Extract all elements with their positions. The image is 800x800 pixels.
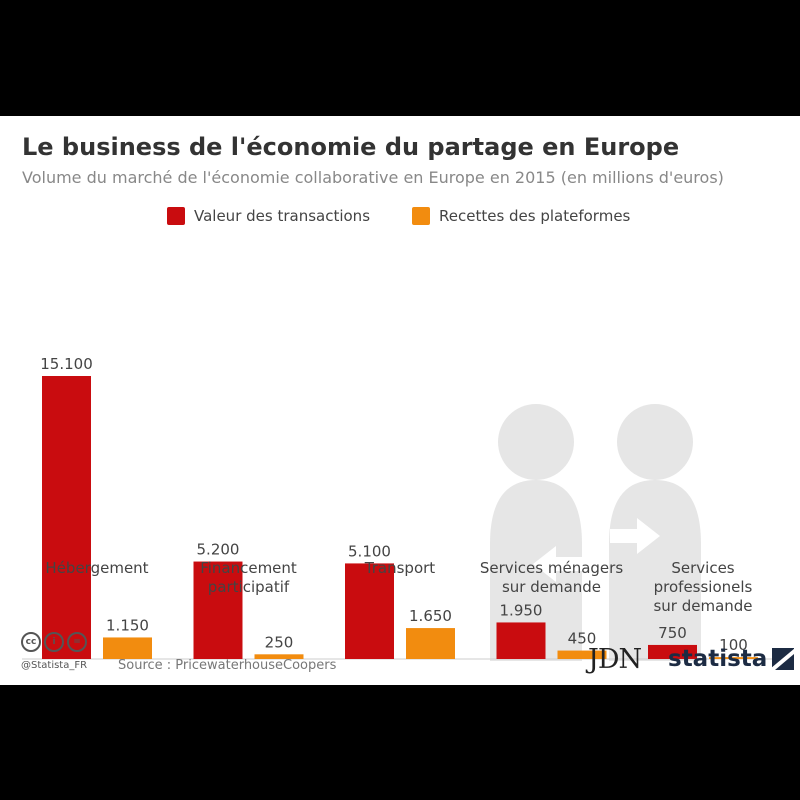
bar-platforms-0	[103, 637, 152, 659]
nd-icon: =	[67, 632, 87, 652]
creative-commons-icons: cc i =	[21, 632, 87, 652]
bar-platforms-2	[406, 628, 455, 659]
chart-title: Le business de l'économie du partage en …	[22, 133, 680, 161]
bar-platforms-1	[254, 654, 304, 659]
legend-label-platforms: Recettes des plateformes	[439, 207, 631, 225]
people-illustration	[490, 404, 701, 661]
data-label-transactions-3: 1.950	[500, 601, 543, 619]
category-label-1: Financement participatif	[200, 559, 297, 596]
twitter-handle: @Statista_FR	[21, 660, 88, 671]
legend-label-transactions: Valeur des transactions	[194, 207, 371, 225]
bar-transactions-3	[496, 622, 546, 659]
data-label-transactions-4: 750	[658, 624, 687, 642]
by-icon: i	[44, 632, 64, 652]
statista-logo-mark	[772, 648, 795, 670]
bar-transactions-1	[193, 561, 243, 659]
bar-transactions-2	[345, 563, 394, 659]
bar-transactions-0	[42, 376, 91, 659]
source-note: Source : PricewaterhouseCoopers	[118, 658, 337, 673]
data-label-transactions-2: 5.100	[348, 542, 391, 560]
arrows-illustration	[533, 518, 660, 582]
bar-platforms-4	[709, 657, 758, 659]
infographic-card: Le business de l'économie du partage en …	[0, 116, 800, 685]
legend-item-transactions: Valeur des transactions	[167, 207, 370, 225]
data-label-transactions-1: 5.200	[197, 541, 240, 559]
statista-logo: statista	[668, 646, 795, 672]
bar-platforms-3	[557, 650, 607, 659]
legend-swatch-transactions	[167, 207, 185, 225]
data-label-platforms-1: 250	[265, 633, 294, 651]
data-label-platforms-4: 100	[719, 636, 748, 654]
category-label-4: Services professionels sur demande	[653, 559, 752, 615]
bar-transactions-4	[648, 644, 697, 659]
jdn-logo: JDN	[588, 644, 642, 675]
statista-logo-text: statista	[668, 646, 768, 672]
legend-item-platforms: Recettes des plateformes	[412, 207, 630, 225]
cc-icon: cc	[21, 632, 41, 652]
data-label-platforms-3: 450	[568, 630, 597, 648]
chart-subtitle: Volume du marché de l'économie collabora…	[22, 168, 724, 187]
category-label-3: Services ménagers sur demande	[480, 559, 623, 596]
data-label-platforms-2: 1.650	[409, 607, 452, 625]
data-label-platforms-0: 1.150	[106, 616, 149, 634]
category-label-2: Transport	[364, 559, 436, 577]
bar-chart: 15.100 1.150 Hébergement 5.200 250 Financemen…	[22, 355, 778, 661]
data-label-transactions-0: 15.100	[40, 355, 93, 373]
legend-swatch-platforms	[412, 207, 430, 225]
category-label-0: Hébergement	[45, 559, 148, 577]
